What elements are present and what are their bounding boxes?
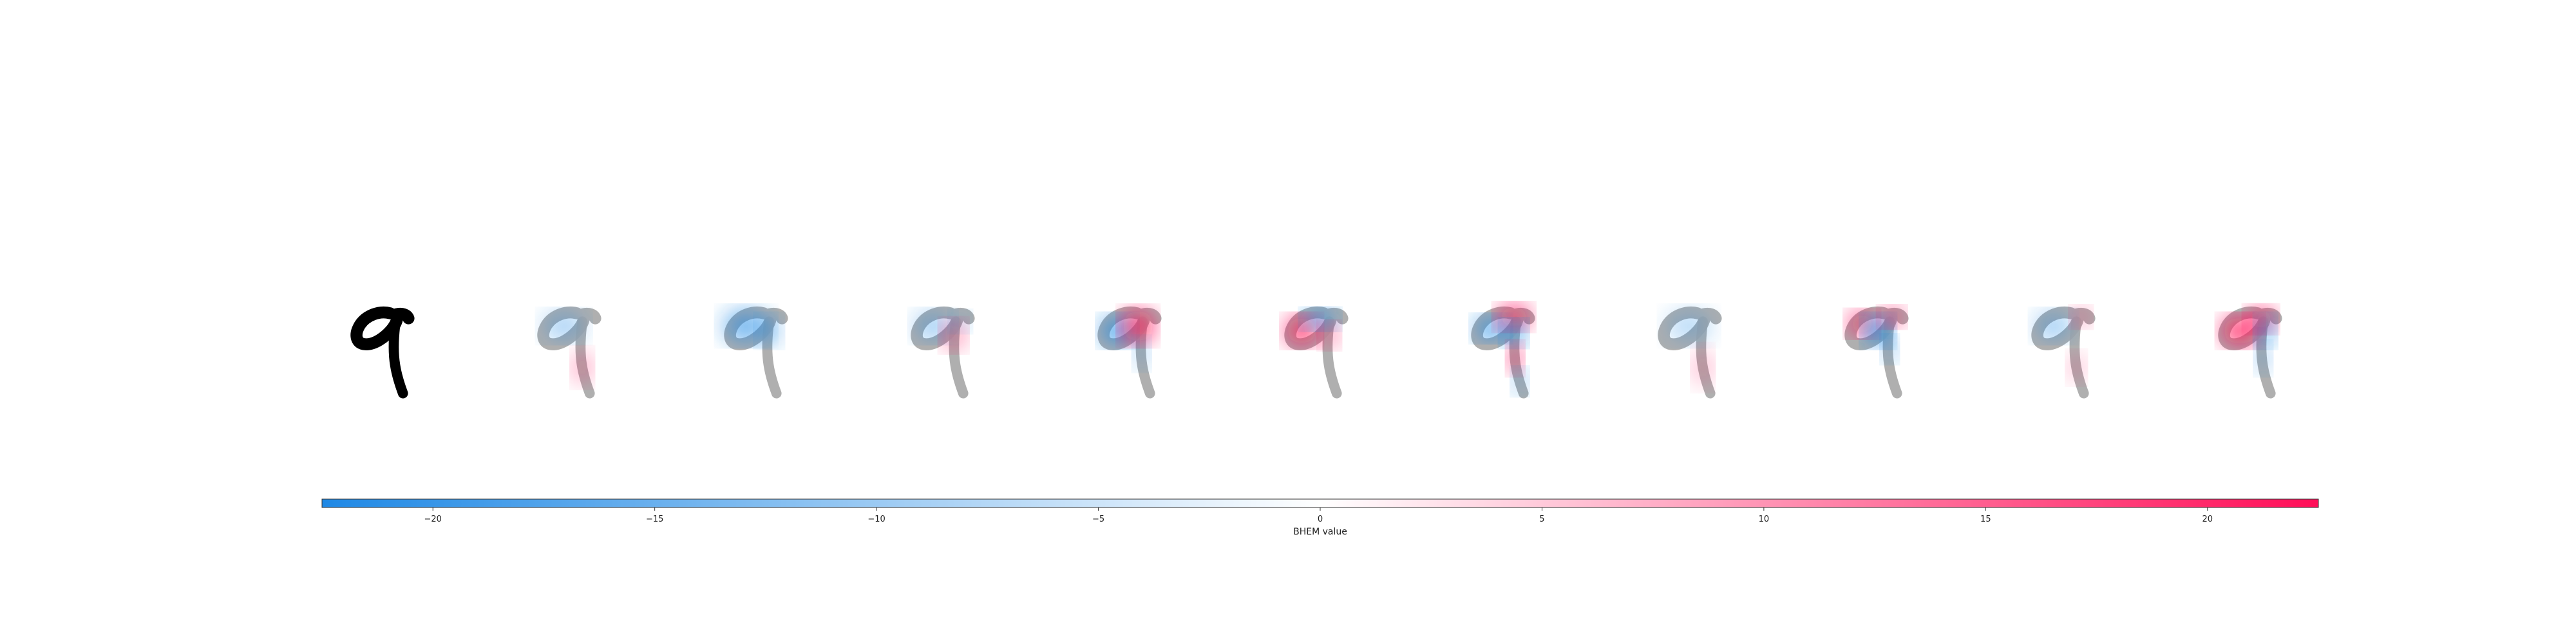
colorbar-tick-label: −5: [1092, 515, 1104, 524]
negative-attribution-blob: [1502, 321, 1526, 345]
attribution-panel: [911, 307, 975, 399]
attribution-panel: [1097, 307, 1162, 399]
colorbar-tick-label: −15: [646, 515, 663, 524]
negative-attribution-blob: [543, 312, 585, 340]
negative-attribution-blob: [1882, 337, 1897, 361]
colorbar-gradient-bar: [321, 498, 2319, 508]
negative-attribution-blob: [1666, 310, 1712, 343]
image-panels: [350, 305, 2282, 399]
attribution-panel: [1471, 305, 1535, 399]
negative-attribution-blob: [1134, 339, 1150, 368]
colorbar-label: BHEM value: [1293, 527, 1347, 537]
positive-attribution-blob: [1508, 345, 1523, 372]
colorbar-tick-label: −20: [424, 515, 442, 524]
positive-attribution-blob: [2068, 354, 2085, 382]
positive-attribution-blob: [1320, 323, 1339, 347]
negative-attribution-blob: [1304, 310, 1336, 328]
negative-attribution-blob: [723, 310, 770, 343]
negative-attribution-blob: [2035, 312, 2072, 340]
colorbar-tick-label: −10: [867, 515, 885, 524]
negative-attribution-blob: [951, 312, 970, 331]
negative-attribution-blob: [914, 312, 952, 340]
attribution-panel: [1658, 307, 1722, 399]
positive-attribution-blob: [1880, 307, 1904, 327]
negative-attribution-blob: [1475, 317, 1507, 340]
colorbar-tick-label: 0: [1318, 515, 1323, 524]
negative-attribution-blob: [2255, 345, 2271, 372]
digit-loop-stroke: [350, 307, 415, 350]
colorbar: −20 −15 −10 −5 0 5 10 15 20 BHEM value: [321, 498, 2319, 537]
positive-attribution-blob: [573, 351, 592, 384]
attribution-panel: [537, 307, 601, 399]
colorbar-tick-label: 10: [1759, 515, 1770, 524]
attribution-panel: [1284, 307, 1349, 399]
positive-attribution-blob: [2072, 307, 2090, 327]
positive-attribution-blob: [1497, 305, 1530, 328]
attribution-panel: [2218, 307, 2282, 399]
attribution-panel: [723, 307, 788, 399]
positive-attribution-blob: [1694, 349, 1712, 386]
attribution-panel: [1844, 307, 1909, 399]
negative-attribution-blob: [757, 317, 781, 345]
input-image-panel: [350, 307, 415, 399]
negative-attribution-blob: [1512, 370, 1528, 393]
digit-tail-stroke: [388, 316, 408, 399]
attribution-panel: [2031, 307, 2096, 399]
colorbar-tick-label: 15: [1980, 515, 1991, 524]
negative-attribution-blob: [2256, 317, 2275, 345]
colorbar-tick-label: 5: [1539, 515, 1544, 524]
colorbar-tick-label: 20: [2202, 515, 2213, 524]
positive-attribution-blob: [1122, 310, 1155, 343]
